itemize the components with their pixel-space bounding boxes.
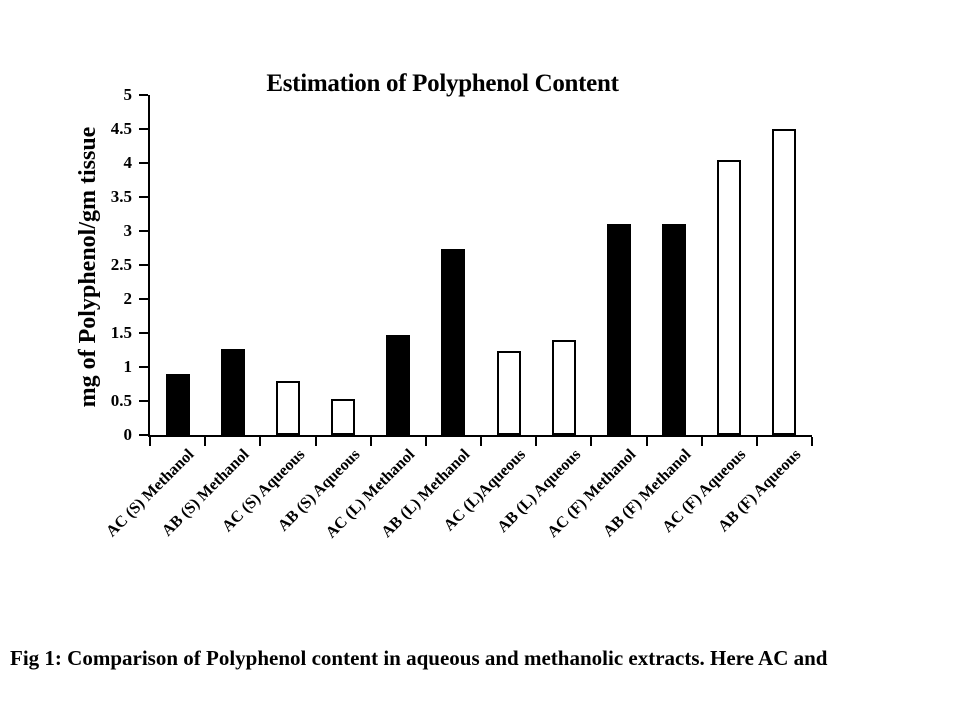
figure-caption: Fig 1: Comparison of Polyphenol content … xyxy=(10,588,952,720)
x-axis-tick xyxy=(811,437,813,446)
x-axis-tick xyxy=(149,437,151,446)
x-axis-tick xyxy=(314,437,317,446)
y-axis-tick xyxy=(139,264,148,266)
y-axis-tick-label: 4 xyxy=(123,153,133,172)
x-axis-tick xyxy=(535,437,538,446)
bar-1 xyxy=(165,373,190,435)
y-axis-tick-label: 5 xyxy=(123,85,133,104)
y-axis-tick-label: 2.5 xyxy=(110,255,132,274)
y-axis-tick xyxy=(139,128,148,130)
bar-12 xyxy=(772,129,797,435)
bar-6 xyxy=(441,249,466,435)
x-axis-tick xyxy=(259,437,262,446)
y-axis-tick-label: 0 xyxy=(123,425,133,444)
y-axis-tick-label: 1 xyxy=(123,357,133,376)
x-axis-tick xyxy=(480,437,482,446)
y-axis-tick xyxy=(139,400,148,402)
y-axis-tick-label: 0.5 xyxy=(110,391,132,410)
bar-5 xyxy=(386,335,411,435)
bar-2 xyxy=(220,349,245,435)
bar-11 xyxy=(717,159,742,435)
y-axis-tick xyxy=(139,332,148,334)
x-axis-tick xyxy=(204,437,207,446)
bar-8 xyxy=(551,339,576,435)
y-axis-tick xyxy=(139,196,148,198)
chart-title: Estimation of Polyphenol Content xyxy=(266,70,619,97)
x-axis-tick xyxy=(369,437,372,446)
bar-7 xyxy=(496,350,521,435)
y-axis-tick-label: 2 xyxy=(123,289,133,308)
y-axis-tick xyxy=(139,366,148,368)
bar-10 xyxy=(662,224,687,435)
x-axis-tick xyxy=(645,437,648,446)
y-axis-tick xyxy=(139,162,148,164)
y-axis-tick-label: 3.5 xyxy=(110,187,132,206)
caption-line-1: Fig 1: Comparison of Polyphenol content … xyxy=(10,646,828,670)
bar-9 xyxy=(606,224,631,435)
plot-area: 0 0.5 1 1.5 2 2.5 3 3.5 4 4.5 5 AC (S) Methanol AB (… xyxy=(103,85,813,542)
y-axis-tick-label: 4.5 xyxy=(110,119,132,138)
y-axis-tick xyxy=(139,298,148,300)
bar-4 xyxy=(331,398,356,435)
y-axis-tick-label: 3 xyxy=(123,221,133,240)
y-axis-tick xyxy=(139,434,148,436)
y-axis-tick-label: 1.5 xyxy=(110,323,132,342)
x-axis-tick xyxy=(755,437,758,446)
x-axis-tick xyxy=(424,437,427,446)
x-axis-tick xyxy=(700,437,703,446)
y-axis-tick xyxy=(139,94,148,96)
y-axis-tick xyxy=(139,230,148,232)
x-axis-tick xyxy=(590,437,593,446)
bar-3 xyxy=(275,381,300,435)
